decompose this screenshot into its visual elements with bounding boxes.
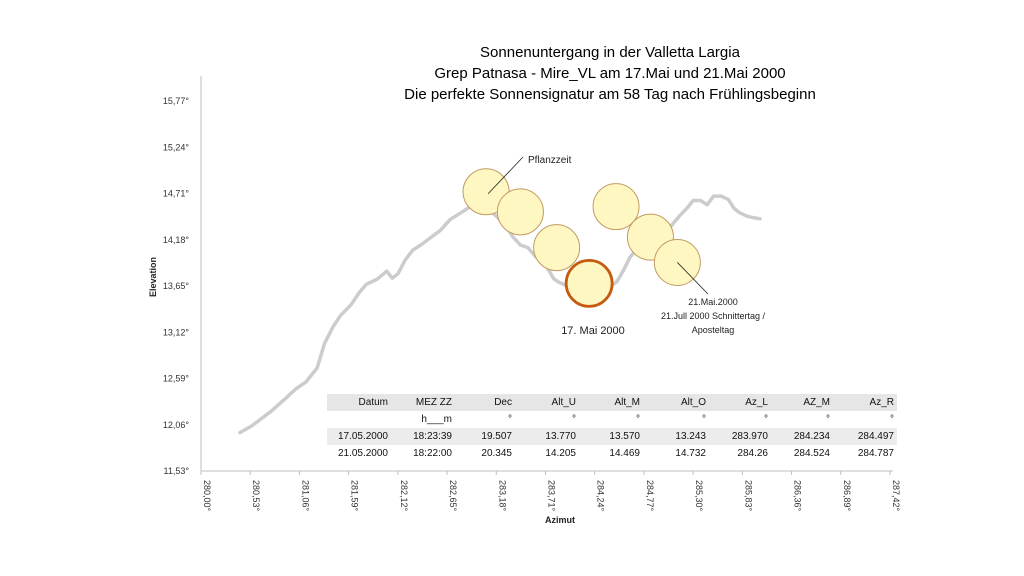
- table-header-row: Datum MEZ ZZ Dec Alt_U Alt_M Alt_O Az_L …: [327, 394, 897, 411]
- table-unit-cell: °: [643, 411, 709, 428]
- y-tick-label: 14,18°: [163, 235, 190, 245]
- chart-title-line-2: Grep Patnasa - Mire_VL am 17.Mai und 21.…: [434, 65, 786, 82]
- table-cell: 19.507: [455, 428, 515, 445]
- y-tick-label: 13,65°: [163, 281, 190, 291]
- y-axis-title: Elevation: [148, 257, 158, 297]
- table-unit-cell: °: [579, 411, 643, 428]
- table-unit-cell: h___m: [391, 411, 455, 428]
- table-row: 21.05.2000 18:22:00 20.345 14.205 14.469…: [327, 445, 897, 462]
- table-cell: 14.469: [579, 445, 643, 462]
- table-units-row: h___m ° ° ° ° ° ° °: [327, 411, 897, 428]
- table-header-cell: Dec: [455, 394, 515, 411]
- table-cell: 13.570: [579, 428, 643, 445]
- schnittertag-label: 21.Jull 2000 Schnittertag /: [661, 311, 766, 321]
- table-cell: 18:23:39: [391, 428, 455, 445]
- table-header-cell: Alt_U: [515, 394, 579, 411]
- y-tick-label: 11,53°: [164, 466, 190, 476]
- table-unit-cell: °: [771, 411, 833, 428]
- x-tick-label: 280,53°: [251, 480, 261, 512]
- x-tick-label: 283,71°: [547, 480, 557, 512]
- table-unit-cell: °: [515, 411, 579, 428]
- x-tick-label: 285,83°: [743, 480, 753, 512]
- x-tick-label: 283,18°: [497, 480, 507, 512]
- table-header-cell: Datum: [327, 394, 391, 411]
- may21-leader-line: [677, 262, 709, 295]
- may21-label: 21.Mai.2000: [688, 297, 738, 307]
- x-tick-label: 286,89°: [842, 480, 852, 512]
- table-unit-cell: °: [455, 411, 515, 428]
- x-tick-label: 282,65°: [448, 480, 458, 512]
- sun-disk: [592, 183, 640, 231]
- pflanzzeit-leader-line: [487, 156, 524, 195]
- table-unit-cell: [327, 411, 391, 428]
- y-tick-label: 14,71°: [163, 189, 190, 199]
- x-tick-label: 281,59°: [350, 480, 360, 512]
- horizon-series-line: [238, 194, 762, 435]
- x-tick-label: 287,42°: [891, 480, 901, 512]
- table-cell: 14.732: [643, 445, 709, 462]
- table-unit-cell: °: [833, 411, 897, 428]
- y-tick-label: 15,77°: [163, 96, 190, 106]
- x-tick-label: 284,77°: [645, 480, 655, 512]
- table-row: 17.05.2000 18:23:39 19.507 13.770 13.570…: [327, 428, 897, 445]
- sun-disk-highlight: [564, 258, 614, 308]
- table-header-cell: Az_L: [709, 394, 771, 411]
- table-header-cell: MEZ ZZ: [391, 394, 455, 411]
- table-header-cell: AZ_M: [771, 394, 833, 411]
- table-header-cell: Alt_O: [643, 394, 709, 411]
- table-unit-cell: °: [709, 411, 771, 428]
- table-cell: 284.234: [771, 428, 833, 445]
- table-cell: 284.497: [833, 428, 897, 445]
- y-tick-label: 13,12°: [163, 327, 190, 337]
- y-tick-label: 12,06°: [163, 420, 190, 430]
- x-axis-title: Azimut: [545, 515, 575, 525]
- aposteltag-label: Aposteltag: [692, 325, 735, 335]
- table-header-cell: Az_R: [833, 394, 897, 411]
- x-tick-label: 282,12°: [399, 480, 409, 512]
- chart-title-line-1: Sonnenuntergang in der Valletta Largia: [480, 44, 740, 61]
- table-cell: 283.970: [709, 428, 771, 445]
- table-cell: 284.787: [833, 445, 897, 462]
- table-cell: 20.345: [455, 445, 515, 462]
- table-cell: 13.243: [643, 428, 709, 445]
- table-cell: 21.05.2000: [327, 445, 391, 462]
- sun-disk: [533, 224, 581, 272]
- may17-label: 17. Mai 2000: [561, 325, 625, 337]
- table-header-cell: Alt_M: [579, 394, 643, 411]
- table-cell: 284.524: [771, 445, 833, 462]
- chart-title-line-3: Die perfekte Sonnensignatur am 58 Tag na…: [404, 86, 816, 103]
- table-cell: 18:22:00: [391, 445, 455, 462]
- table-cell: 17.05.2000: [327, 428, 391, 445]
- data-table: Datum MEZ ZZ Dec Alt_U Alt_M Alt_O Az_L …: [327, 394, 897, 462]
- x-tick-label: 286,36°: [793, 480, 803, 512]
- x-tick-label: 280,00°: [202, 480, 212, 512]
- table-cell: 284.26: [709, 445, 771, 462]
- y-tick-label: 12,59°: [163, 374, 190, 384]
- x-tick-label: 281,06°: [300, 480, 310, 512]
- table-cell: 13.770: [515, 428, 579, 445]
- table-cell: 14.205: [515, 445, 579, 462]
- x-tick-label: 284,24°: [596, 480, 606, 512]
- sun-disk: [496, 188, 544, 236]
- pflanzzeit-label: Pflanzzeit: [528, 155, 572, 166]
- x-tick-label: 285,30°: [694, 480, 704, 512]
- y-tick-label: 15,24°: [163, 142, 190, 152]
